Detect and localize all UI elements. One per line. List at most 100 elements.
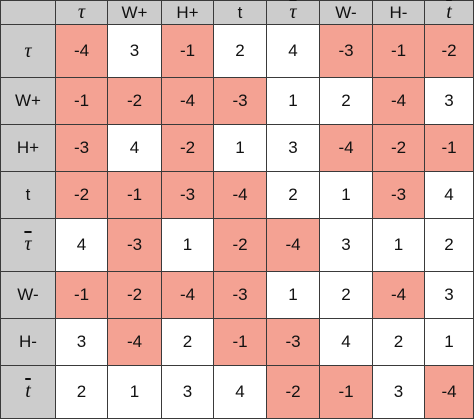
table-row: τ -4 3 -1 2 4 -3 -1 -2: [0, 23, 474, 79]
matrix-cell: -4: [55, 23, 108, 79]
matrix-cell: -3: [213, 271, 267, 319]
corner-cell: [0, 0, 56, 25]
column-header-t-bar: t: [424, 0, 474, 25]
matrix-cell: 2: [213, 23, 267, 79]
column-header-w-minus: W-: [319, 0, 373, 25]
matrix-cell: -2: [107, 271, 162, 319]
matrix-cell: -3: [213, 77, 267, 126]
table-row: W- -1 -2 -4 -3 1 2 -4 3: [0, 271, 474, 319]
matrix-cell: 3: [266, 124, 320, 172]
matrix-cell: -4: [319, 124, 373, 172]
label-t-bar: t: [25, 380, 31, 403]
matrix-cell: 1: [213, 124, 267, 172]
matrix-cell: -1: [372, 23, 425, 79]
matrix-cell: 4: [107, 124, 162, 172]
matrix-cell: 1: [107, 364, 162, 420]
label-tau: τ: [77, 1, 86, 23]
label-w-minus: W-: [335, 2, 357, 22]
matrix-cell: -2: [107, 77, 162, 126]
matrix-cell: -2: [161, 124, 214, 172]
row-header-tau-bar: τ: [0, 217, 56, 273]
matrix-cell: -4: [266, 217, 320, 273]
table-row: t -2 -1 -3 -4 2 1 -3 4: [0, 170, 474, 219]
matrix-cell: -3: [266, 317, 320, 366]
matrix-cell: -2: [213, 217, 267, 273]
table-row: H- 3 -4 2 -1 -3 4 2 1: [0, 317, 474, 366]
row-header-w-plus: W+: [0, 77, 56, 126]
matrix-cell: 2: [266, 170, 320, 219]
label-tau: τ: [24, 39, 32, 62]
row-header-t-bar: t: [0, 364, 56, 420]
matrix-cell: 3: [107, 23, 162, 79]
matrix-cell: -1: [107, 170, 162, 219]
label-tau-bar: τ: [24, 233, 32, 256]
table-row: t 2 1 3 4 -2 -1 3 -4: [0, 364, 474, 420]
matrix-cell: 3: [424, 77, 474, 126]
matrix-cell: 2: [424, 217, 474, 273]
label-tau-bar: τ: [289, 1, 297, 23]
matrix-cell: -1: [161, 23, 214, 79]
matrix-cell: 3: [424, 271, 474, 319]
row-header-t: t: [0, 170, 56, 219]
matrix-cell: -3: [161, 170, 214, 219]
label-h-minus: H-: [19, 331, 37, 351]
label-h-plus: H+: [176, 2, 199, 22]
matrix-cell: -1: [55, 271, 108, 319]
matrix-cell: 1: [266, 271, 320, 319]
matrix-body: τ -4 3 -1 2 4 -3 -1 -2 W+ -1 -2 -4 -3 1 2 -4 3 H+ -3 4 -2 1 3 -4…: [0, 23, 474, 420]
matrix-cell: 2: [319, 77, 373, 126]
table-row: W+ -1 -2 -4 -3 1 2 -4 3: [0, 77, 474, 126]
matrix-cell: -4: [107, 317, 162, 366]
matrix-cell: 3: [161, 364, 214, 420]
matrix-cell: 4: [55, 217, 108, 273]
matrix-cell: -4: [372, 271, 425, 319]
label-t-bar: t: [446, 1, 452, 23]
matrix-cell: 1: [161, 217, 214, 273]
label-w-plus: W+: [15, 91, 41, 111]
matrix-cell: 3: [55, 317, 108, 366]
column-header-tau-bar: τ: [266, 0, 320, 25]
column-header-w-plus: W+: [107, 0, 162, 25]
matrix-cell: 3: [372, 364, 425, 420]
row-header-w-minus: W-: [0, 271, 56, 319]
matrix-cell: 1: [424, 317, 474, 366]
table-row: τ 4 -3 1 -2 -4 3 1 2: [0, 217, 474, 273]
matrix-cell: -3: [372, 170, 425, 219]
matrix-cell: -2: [372, 124, 425, 172]
column-header-h-minus: H-: [372, 0, 425, 25]
column-header-h-plus: H+: [161, 0, 214, 25]
matrix-cell: -3: [55, 124, 108, 172]
matrix-cell: 2: [55, 364, 108, 420]
matrix-cell: -3: [319, 23, 373, 79]
matrix-cell: 1: [319, 170, 373, 219]
row-header-tau: τ: [0, 23, 56, 79]
header-row: τ W+ H+ t τ W- H-t: [0, 0, 474, 25]
matrix-cell: -1: [424, 124, 474, 172]
matrix-cell: 4: [266, 23, 320, 79]
matrix-cell: 2: [372, 317, 425, 366]
row-header-h-minus: H-: [0, 317, 56, 366]
table-row: H+ -3 4 -2 1 3 -4 -2 -1: [0, 124, 474, 172]
matrix-cell: 1: [372, 217, 425, 273]
matrix-cell: -1: [55, 77, 108, 126]
matrix-cell: 4: [424, 170, 474, 219]
label-t: t: [25, 184, 31, 204]
column-header-tau: τ: [55, 0, 108, 25]
matrix-cell: 4: [319, 317, 373, 366]
label-h-minus: H-: [389, 2, 408, 22]
matrix-cell: 1: [266, 77, 320, 126]
matrix-cell: -3: [107, 217, 162, 273]
column-header-t: t: [213, 0, 267, 25]
matrix-cell: -1: [319, 364, 373, 420]
matrix-cell: 4: [213, 364, 267, 420]
matrix-cell: -4: [213, 170, 267, 219]
matrix-cell: -4: [424, 364, 474, 420]
matrix-cell: 2: [161, 317, 214, 366]
matrix-cell: -4: [161, 77, 214, 126]
matrix-cell: 2: [319, 271, 373, 319]
matrix-cell: -1: [213, 317, 267, 366]
matrix-cell: -2: [424, 23, 474, 79]
label-t: t: [237, 2, 243, 22]
matrix-cell: -4: [372, 77, 425, 126]
